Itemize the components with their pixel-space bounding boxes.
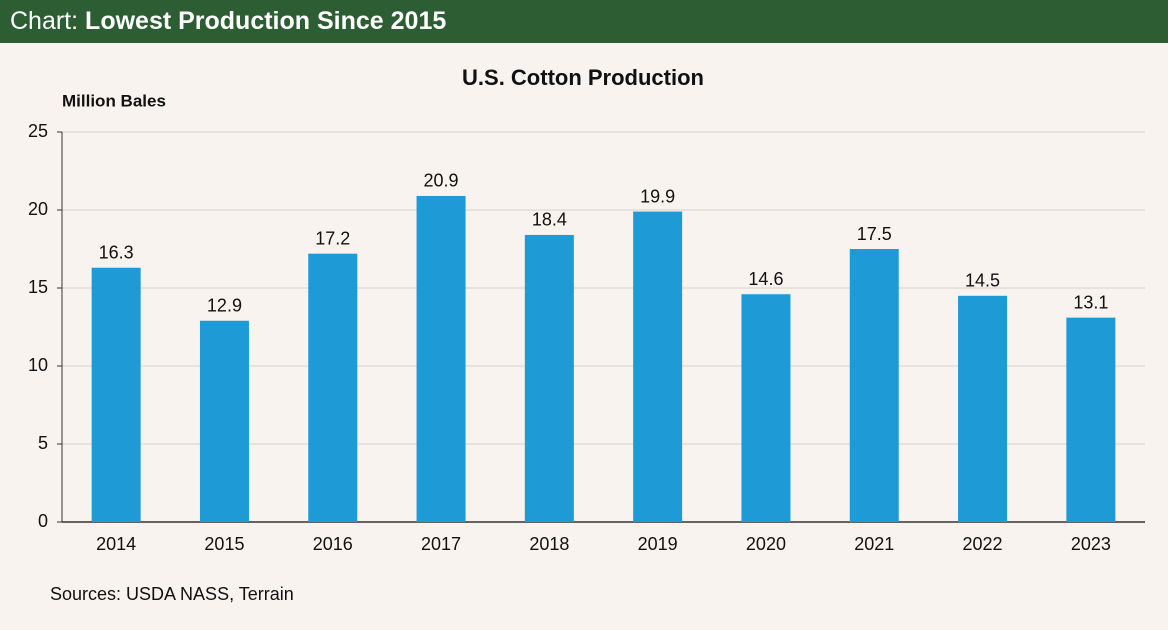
bar: [308, 253, 358, 522]
data-label: 12.9: [207, 296, 242, 316]
source: Sources: USDA NASS, Terrain: [50, 584, 294, 604]
bar: [416, 195, 466, 522]
x-tick-label: 2018: [529, 534, 569, 554]
y-tick-label: 0: [38, 511, 48, 531]
bar: [1066, 317, 1116, 522]
x-tick-label: 2020: [746, 534, 786, 554]
banner-text: Chart: Lowest Production Since 2015: [10, 7, 446, 35]
y-axis-label: Million Bales: [62, 91, 166, 110]
x-tick-label: 2023: [1071, 534, 1111, 554]
banner: [0, 0, 1168, 43]
bar: [91, 267, 141, 522]
data-label: 16.3: [99, 242, 134, 262]
y-tick-label: 5: [38, 433, 48, 453]
banner-label: Chart:: [10, 7, 78, 35]
x-tick-label: 2021: [854, 534, 894, 554]
y-tick-label: 10: [28, 355, 48, 375]
bar: [633, 211, 683, 522]
x-tick-label: 2014: [96, 534, 136, 554]
data-label: 17.2: [315, 228, 350, 248]
x-tick-label: 2015: [204, 534, 244, 554]
bar: [741, 294, 791, 522]
bar: [199, 320, 249, 522]
y-tick-label: 25: [28, 121, 48, 141]
data-label: 20.9: [424, 171, 459, 191]
x-tick-label: 2017: [421, 534, 461, 554]
data-label: 14.5: [965, 271, 1000, 291]
x-tick-label: 2019: [638, 534, 678, 554]
x-tick-label: 2016: [313, 534, 353, 554]
data-label: 14.6: [748, 269, 783, 289]
bar: [524, 234, 574, 522]
data-label: 19.9: [640, 186, 675, 206]
y-tick-label: 20: [28, 199, 48, 219]
bar: [849, 249, 899, 522]
data-label: 13.1: [1073, 292, 1108, 312]
y-tick-label: 15: [28, 277, 48, 297]
data-label: 18.4: [532, 210, 567, 230]
bar: [958, 295, 1008, 522]
x-tick-label: 2022: [963, 534, 1003, 554]
chart-title: U.S. Cotton Production: [462, 65, 704, 90]
data-label: 17.5: [857, 224, 892, 244]
banner-title: Lowest Production Since 2015: [85, 7, 446, 35]
